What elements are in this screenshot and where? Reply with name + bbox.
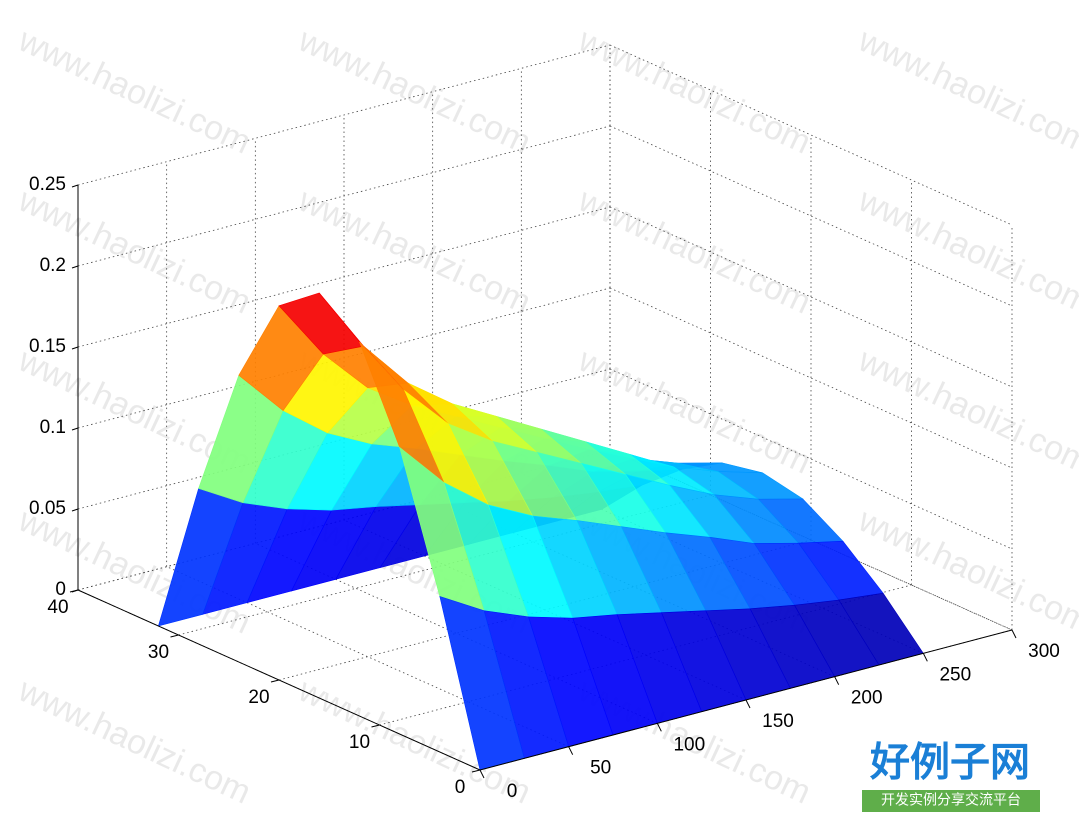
y-tick-label: 20 (248, 687, 269, 708)
logo-bar (862, 790, 1040, 812)
watermark: www.haolizi.com (852, 21, 1079, 162)
tick-mark (922, 653, 928, 662)
watermark: www.haolizi.com (852, 341, 1079, 482)
y-tick-label: 10 (349, 732, 370, 753)
z-tick-label: 0.15 (29, 336, 66, 357)
grid-line (77, 125, 611, 267)
axes: 05010015020025030001020304000.050.10.150… (29, 174, 1060, 802)
y-tick-label: 40 (47, 597, 68, 618)
grid-line (77, 44, 611, 186)
watermark: www.haolizi.com (572, 21, 817, 162)
x-tick-label: 50 (590, 758, 611, 779)
grid-line (609, 44, 1013, 226)
grid-line (77, 206, 611, 348)
tick-mark (270, 679, 280, 683)
tick-mark (71, 265, 79, 269)
grid-line (609, 287, 1013, 469)
watermark: www.haolizi.com (572, 181, 817, 322)
tick-mark (745, 699, 751, 709)
x-tick-label: 200 (851, 688, 883, 709)
grid-line (609, 368, 1013, 550)
tick-mark (1011, 629, 1017, 639)
tick-mark (471, 769, 481, 773)
logo-title: 好例子网 (869, 741, 1030, 785)
watermark: www.haolizi.com (292, 181, 537, 322)
tick-mark (170, 634, 179, 638)
tick-mark (71, 184, 79, 188)
tick-mark (479, 769, 485, 779)
watermark: www.haolizi.com (292, 21, 537, 162)
z-tick-label: 0.25 (29, 174, 66, 195)
x-tick-label: 250 (939, 664, 971, 685)
watermark: www.haolizi.com (12, 671, 257, 812)
tick-mark (71, 427, 79, 431)
logo: 好例子网 开发实例分享交流平台 (862, 741, 1040, 812)
tick-mark (834, 676, 840, 685)
x-tick-label: 0 (507, 781, 518, 802)
watermark: www.haolizi.com (12, 21, 257, 162)
y-tick-label: 0 (455, 777, 466, 798)
grid-line (609, 449, 1013, 631)
grid-line (609, 206, 1013, 388)
logo-subtitle: 开发实例分享交流平台 (881, 792, 1021, 808)
watermark: www.haolizi.com (12, 181, 257, 322)
tick-mark (568, 746, 574, 755)
tick-mark (71, 508, 79, 512)
z-tick-label: 0.2 (40, 255, 66, 276)
z-tick-label: 0.05 (29, 498, 66, 519)
watermark: www.haolizi.com (852, 181, 1079, 322)
z-tick-label: 0 (55, 579, 66, 600)
x-tick-label: 100 (673, 734, 705, 755)
surface (157, 292, 924, 771)
grid-line (609, 125, 1013, 307)
y-tick-label: 30 (148, 642, 169, 663)
tick-mark (656, 723, 662, 732)
x-tick-label: 150 (762, 711, 794, 732)
tick-mark (71, 346, 79, 350)
tick-mark (71, 589, 79, 593)
tick-mark (371, 724, 380, 728)
z-tick-label: 0.1 (40, 417, 66, 438)
x-tick-label: 300 (1028, 641, 1060, 662)
